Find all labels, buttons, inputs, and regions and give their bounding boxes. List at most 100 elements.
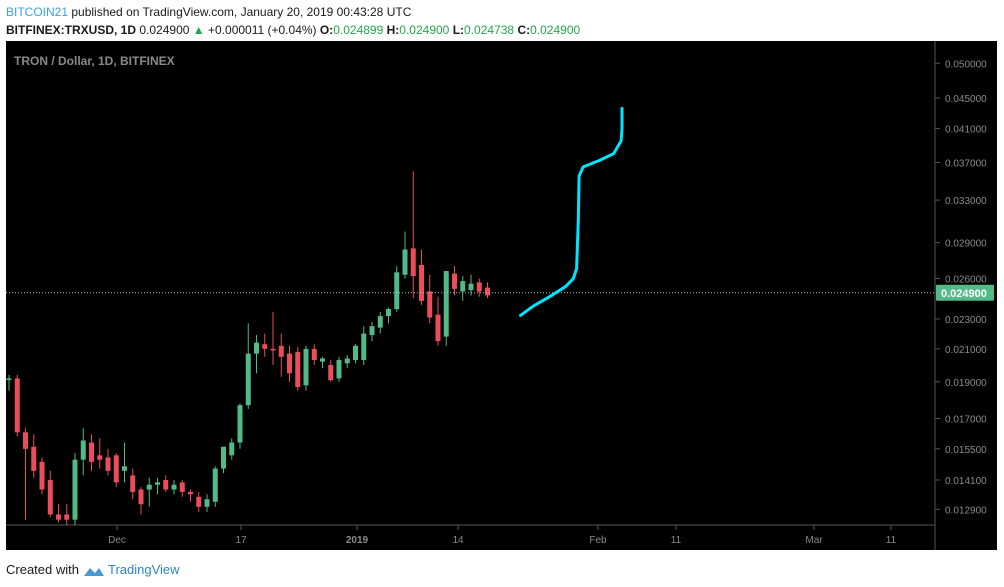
- candle-body: [278, 345, 284, 357]
- candle-body: [287, 353, 292, 374]
- candle-body: [262, 344, 268, 349]
- price-tick-label: 0.014100: [945, 476, 987, 487]
- change-arrow-icon: ▲: [192, 23, 205, 37]
- chart-title: TRON / Dollar, 1D, BITFINEX: [14, 54, 175, 68]
- candle-body: [221, 446, 226, 469]
- price-tick-label: 0.045000: [945, 94, 987, 105]
- price-tick-label: 0.033000: [945, 196, 987, 207]
- low-value: 0.024738: [464, 23, 515, 37]
- footer: Created with TradingView: [6, 562, 180, 577]
- candle-body: [435, 314, 441, 342]
- price-change: +0.000011 (+0.04%): [208, 23, 317, 37]
- candle-body: [328, 364, 334, 381]
- candle-body: [64, 514, 70, 520]
- candle-body: [320, 358, 325, 362]
- candle-body: [245, 353, 251, 406]
- time-tick-label: Feb: [589, 535, 607, 546]
- candle-body: [336, 360, 342, 379]
- author-link[interactable]: BITCOIN21: [6, 5, 69, 19]
- candle-body: [56, 514, 61, 520]
- candle-body: [31, 446, 37, 471]
- candle-body: [47, 480, 53, 515]
- time-tick-label: Dec: [108, 535, 126, 546]
- time-tick-label: 14: [452, 535, 464, 546]
- candle-body: [311, 348, 317, 361]
- candle-body: [386, 309, 391, 317]
- candle-body: [427, 291, 433, 318]
- candle-body: [130, 475, 136, 492]
- candle-body: [419, 264, 424, 301]
- candle-body: [402, 249, 408, 275]
- candle-body: [72, 459, 78, 520]
- candle-body: [113, 455, 119, 483]
- price-tick-label: 0.021000: [945, 345, 987, 356]
- created-with-label: Created with: [6, 562, 79, 577]
- price-tick-label: 0.026000: [945, 275, 987, 286]
- candle-body: [89, 442, 94, 462]
- time-tick-label: 17: [235, 535, 247, 546]
- candle-body: [146, 484, 152, 490]
- candle-body: [270, 348, 276, 351]
- candle-body: [476, 282, 482, 292]
- candle-body: [353, 345, 358, 361]
- price-tick-label: 0.023000: [945, 315, 987, 326]
- candle-body: [410, 248, 416, 277]
- candle-body: [39, 461, 45, 490]
- time-tick-label: 11: [886, 535, 897, 546]
- candle-body: [452, 273, 457, 289]
- symbol-label: BITFINEX:TRXUSD, 1D: [6, 23, 137, 37]
- candle-body: [394, 272, 400, 310]
- close-value: 0.024900: [530, 23, 581, 37]
- price-tick-label: 0.017000: [945, 414, 987, 425]
- high-label: H:: [386, 23, 400, 37]
- tradingview-brand[interactable]: TradingView: [108, 562, 180, 577]
- candles-series: [6, 171, 490, 525]
- candle-body: [485, 287, 490, 296]
- candle-body: [23, 432, 28, 449]
- candle-body: [212, 468, 218, 502]
- current-price-label-text: 0.024900: [941, 288, 987, 300]
- price-tick-label: 0.037000: [945, 158, 987, 169]
- high-value: 0.024900: [399, 23, 450, 37]
- current-price-label: 0.024900: [936, 284, 994, 301]
- candle-body: [80, 440, 86, 460]
- candle-body: [237, 405, 243, 443]
- candle-body: [443, 271, 449, 337]
- candle-body: [369, 326, 375, 336]
- projection-drawing[interactable]: [519, 106, 624, 317]
- candle-body: [196, 496, 202, 507]
- price-tick-label: 0.015500: [945, 445, 987, 456]
- price-tick-label: 0.029000: [945, 239, 987, 250]
- close-label: C:: [517, 23, 531, 37]
- candle-body: [377, 316, 383, 328]
- price-tick-label: 0.019000: [945, 378, 987, 389]
- time-tick-label: 11: [671, 535, 682, 546]
- candle-body: [97, 455, 103, 460]
- publish-line: BITCOIN21 published on TradingView.com, …: [6, 5, 411, 19]
- candle-body: [171, 484, 177, 490]
- price-axis[interactable]: 0.050000 0.045000 0.041000 0.037000 0.033000…: [935, 59, 987, 516]
- candle-body: [14, 378, 20, 433]
- candle-body: [254, 342, 259, 354]
- candle-body: [460, 281, 466, 292]
- candle-body: [163, 480, 169, 490]
- time-axis[interactable]: Dec 17 2019 14 Feb 11 Mar 11: [108, 525, 897, 546]
- candle-body: [344, 358, 350, 364]
- open-value: 0.024899: [333, 23, 384, 37]
- candle-body: [179, 482, 185, 492]
- last-price: 0.024900: [139, 23, 190, 37]
- candle-body: [361, 333, 367, 361]
- tradingview-logo-icon[interactable]: [83, 565, 105, 577]
- candle-body: [468, 283, 474, 291]
- candle-body: [122, 466, 127, 471]
- current-price-label-bg: [936, 284, 994, 301]
- symbol-info-line: BITFINEX:TRXUSD, 1D 0.024900 ▲ +0.000011…: [6, 23, 580, 37]
- open-label: O:: [319, 23, 334, 37]
- price-tick-label: 0.050000: [945, 59, 987, 70]
- published-text: published on TradingView.com, January 20…: [71, 5, 412, 19]
- candle-body: [6, 378, 12, 381]
- price-tick-label: 0.041000: [945, 125, 987, 136]
- candle-body: [138, 489, 144, 505]
- candle-body: [105, 457, 111, 471]
